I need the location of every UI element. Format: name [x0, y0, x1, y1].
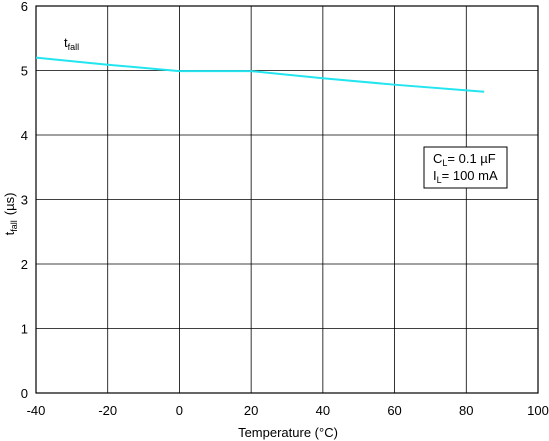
grid-lines — [35, 5, 539, 394]
annotation-line-1: CL= 0.1 µF — [433, 151, 496, 168]
x-tick-label: 0 — [176, 403, 183, 418]
x-tick-label: 100 — [527, 403, 549, 418]
x-tick-label: -40 — [27, 403, 46, 418]
x-axis-title: Temperature (°C) — [238, 425, 338, 440]
y-tick-label: 2 — [21, 257, 28, 272]
annotation-line-2: IL= 100 mA — [433, 168, 498, 185]
y-axis-title: tfall(µs) — [2, 193, 19, 236]
series-label: tfall — [64, 35, 79, 52]
x-tick-labels: -40 -20 0 20 40 60 80 100 — [27, 403, 549, 418]
x-tick-label: 40 — [316, 403, 330, 418]
y-tick-label: 4 — [21, 128, 28, 143]
x-tick-label: 80 — [459, 403, 473, 418]
y-tick-label: 5 — [21, 64, 28, 79]
y-tick-labels: 0 1 2 3 4 5 6 — [21, 0, 28, 401]
y-tick-label: 0 — [21, 386, 28, 401]
x-tick-label: 20 — [244, 403, 258, 418]
y-tick-label: 1 — [21, 322, 28, 337]
x-tick-label: -20 — [98, 403, 117, 418]
series-layer — [35, 56, 485, 93]
y-tick-label: 3 — [21, 193, 28, 208]
y-tick-label: 6 — [21, 0, 28, 14]
plot-area-frame — [35, 5, 539, 394]
x-tick-label: 60 — [387, 403, 401, 418]
annotation-box: CL= 0.1 µF IL= 100 mA — [423, 146, 508, 189]
series-line-0 — [35, 56, 485, 93]
